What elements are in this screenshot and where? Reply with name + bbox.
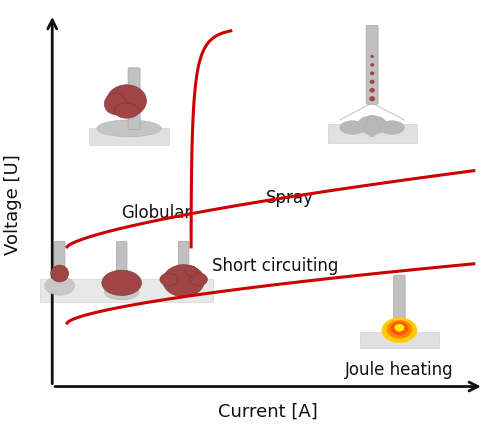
- FancyBboxPatch shape: [116, 242, 127, 280]
- Ellipse shape: [104, 285, 139, 300]
- Text: Spray: Spray: [266, 189, 314, 207]
- FancyBboxPatch shape: [54, 242, 65, 280]
- Ellipse shape: [386, 320, 412, 339]
- Ellipse shape: [107, 85, 146, 117]
- Ellipse shape: [114, 103, 139, 118]
- Ellipse shape: [382, 317, 418, 343]
- Ellipse shape: [358, 115, 387, 134]
- Text: Globular: Globular: [122, 204, 192, 222]
- Bar: [90, 128, 169, 145]
- Circle shape: [369, 96, 375, 101]
- Ellipse shape: [160, 273, 178, 286]
- Text: Joule heating: Joule heating: [345, 360, 454, 379]
- FancyBboxPatch shape: [394, 275, 405, 333]
- Ellipse shape: [185, 266, 197, 276]
- Circle shape: [370, 63, 374, 66]
- Bar: [360, 331, 439, 348]
- Text: Voltage [U]: Voltage [U]: [4, 154, 22, 255]
- FancyBboxPatch shape: [178, 242, 189, 280]
- Ellipse shape: [97, 120, 162, 137]
- Bar: [328, 124, 417, 143]
- Ellipse shape: [102, 270, 142, 296]
- Circle shape: [370, 72, 374, 75]
- Bar: [40, 279, 214, 302]
- Circle shape: [370, 80, 374, 84]
- Ellipse shape: [340, 121, 364, 134]
- Ellipse shape: [45, 276, 74, 295]
- Ellipse shape: [163, 265, 204, 297]
- Ellipse shape: [380, 121, 404, 134]
- Ellipse shape: [50, 265, 68, 282]
- Ellipse shape: [190, 273, 208, 286]
- Ellipse shape: [104, 93, 126, 115]
- Ellipse shape: [390, 322, 408, 335]
- FancyBboxPatch shape: [128, 68, 140, 130]
- Circle shape: [370, 88, 375, 92]
- Ellipse shape: [394, 324, 404, 331]
- Text: Short circuiting: Short circuiting: [212, 257, 338, 275]
- Ellipse shape: [366, 115, 378, 137]
- FancyBboxPatch shape: [366, 26, 378, 104]
- Text: Current [A]: Current [A]: [218, 403, 318, 420]
- Circle shape: [370, 55, 374, 58]
